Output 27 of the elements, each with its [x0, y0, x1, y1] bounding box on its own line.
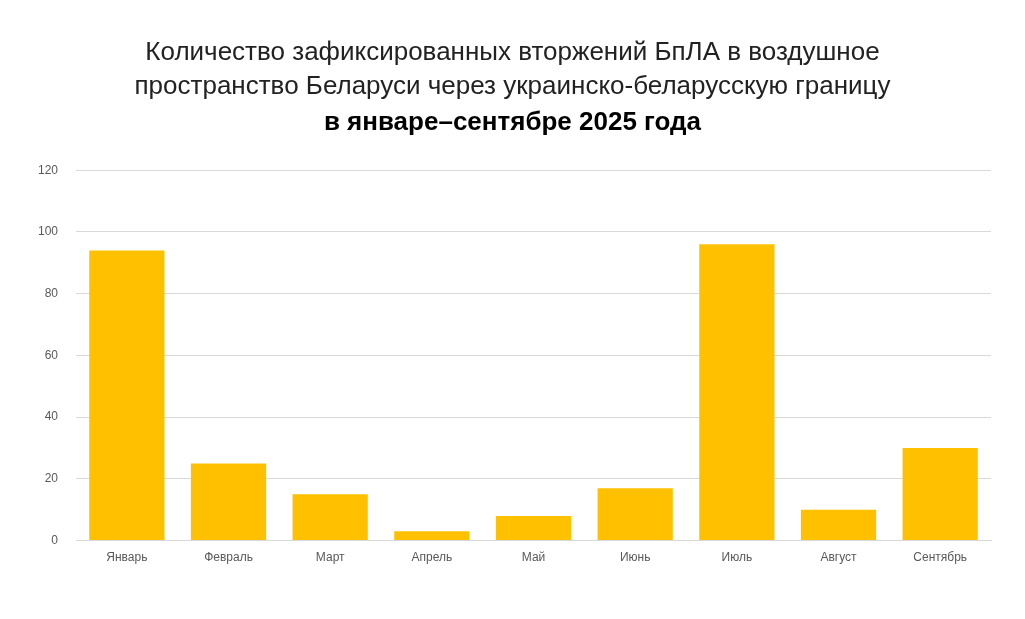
y-tick-label: 20 — [44, 471, 59, 486]
x-tick-label: Сентябрь — [913, 550, 968, 565]
y-tick-label: 100 — [37, 224, 59, 239]
bar — [699, 244, 775, 541]
bar — [89, 250, 165, 541]
x-tick-label: Январь — [106, 550, 148, 565]
y-tick-label: 0 — [51, 532, 59, 547]
y-tick-label: 120 — [37, 162, 59, 177]
bar — [800, 509, 877, 541]
x-tick-label: Июнь — [619, 550, 651, 565]
bar — [902, 448, 978, 541]
bar — [190, 463, 267, 541]
y-tick-label: 80 — [44, 285, 59, 300]
x-tick-label: Апрель — [411, 550, 453, 565]
x-tick-label: Март — [315, 550, 346, 565]
chart-title: Количество зафиксированных вторжений БпЛА в воздушное пространство Беларуси через украинско-беларусскую границу — [133, 35, 892, 102]
bar — [495, 515, 572, 541]
y-tick-label: 60 — [44, 347, 59, 362]
x-tick-label: Июль — [721, 550, 753, 565]
bar — [597, 488, 673, 541]
x-tick-label: Май — [521, 550, 546, 565]
chart-subtitle: в январе–сентябре 2025 года — [322, 105, 703, 138]
y-tick-label: 40 — [44, 409, 59, 424]
x-tick-label: Февраль — [204, 550, 253, 565]
bar — [394, 531, 470, 541]
bar — [292, 494, 368, 541]
x-tick-label: Август — [820, 550, 858, 565]
